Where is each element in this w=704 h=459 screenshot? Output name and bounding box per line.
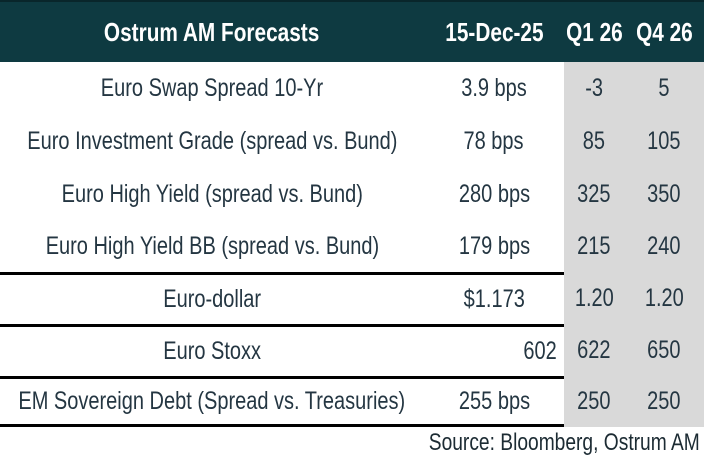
row-current-value-cell: 179 bps xyxy=(424,221,564,272)
row-forecast-q1: -3 xyxy=(585,74,603,102)
row-label: Euro-dollar xyxy=(163,285,261,313)
table-row: EM Sovereign Debt (Spread vs. Treasuries… xyxy=(0,376,704,427)
row-current-value-cell: 255 bps xyxy=(424,376,564,427)
row-forecast-q4: 1.20 xyxy=(644,283,684,312)
row-forecast-q4: 105 xyxy=(647,127,681,155)
row-current-value-cell: 78 bps xyxy=(424,115,564,168)
row-forecast-q4-cell: 5 xyxy=(624,62,704,115)
row-current-value: 3.9 bps xyxy=(461,74,527,102)
row-current-value: 179 bps xyxy=(458,232,530,260)
row-current-value: 602 xyxy=(523,337,557,365)
row-label: EM Sovereign Debt (Spread vs. Treasuries… xyxy=(18,387,406,415)
row-forecast-q1: 1.20 xyxy=(574,283,614,312)
table-row: Euro High Yield (spread vs. Bund) 280 bp… xyxy=(0,168,704,221)
column-header-date: 15-Dec-25 xyxy=(424,2,564,62)
row-label-cell: Euro Swap Spread 10-Yr xyxy=(0,62,424,115)
row-forecast-q1-cell: 325 xyxy=(564,168,624,221)
row-forecast-q4-cell: 1.20 xyxy=(624,272,704,324)
source-note: Source: Bloomberg, Ostrum AM xyxy=(428,429,700,456)
row-label-cell: Euro High Yield (spread vs. Bund) xyxy=(0,168,424,221)
row-forecast-q4-cell: 105 xyxy=(624,115,704,168)
row-forecast-q1-cell: 250 xyxy=(564,376,624,427)
row-label: Euro High Yield BB (spread vs. Bund) xyxy=(45,232,379,260)
row-forecast-q1-cell: 1.20 xyxy=(564,272,624,324)
row-forecast-q4: 5 xyxy=(658,74,670,102)
row-label: Euro High Yield (spread vs. Bund) xyxy=(61,180,363,208)
table-row: Euro-dollar $1.173 1.20 1.20 xyxy=(0,272,704,324)
row-forecast-q4: 650 xyxy=(647,335,681,364)
row-forecast-q1-cell: -3 xyxy=(564,62,624,115)
row-forecast-q1: 215 xyxy=(577,232,611,260)
row-label-cell: Euro Investment Grade (spread vs. Bund) xyxy=(0,115,424,168)
row-forecast-q1: 622 xyxy=(577,335,611,364)
row-forecast-q4: 250 xyxy=(647,387,681,415)
row-forecast-q4-cell: 250 xyxy=(624,376,704,427)
row-label-cell: Euro Stoxx xyxy=(0,324,424,376)
row-current-value-cell: 3.9 bps xyxy=(424,62,564,115)
row-forecast-q4: 240 xyxy=(647,232,681,260)
row-forecast-q1: 250 xyxy=(577,387,611,415)
row-current-value-cell: $1.173 xyxy=(424,272,564,324)
row-forecast-q1: 325 xyxy=(577,180,611,208)
row-forecast-q1-cell: 85 xyxy=(564,115,624,168)
row-current-value: 255 bps xyxy=(458,387,530,415)
row-current-value: $1.173 xyxy=(463,285,525,313)
table-title: Ostrum AM Forecasts xyxy=(104,16,320,47)
column-header-date-label: 15-Dec-25 xyxy=(444,16,544,47)
column-header-q4-label: Q4 26 xyxy=(635,16,693,47)
table-row: Euro Swap Spread 10-Yr 3.9 bps -3 5 xyxy=(0,62,704,115)
row-current-value: 78 bps xyxy=(463,127,525,155)
row-current-value-cell: 602 xyxy=(424,324,564,376)
table-header-row: Ostrum AM Forecasts 15-Dec-25 Q1 26 Q4 2… xyxy=(0,0,704,62)
row-forecast-q4: 350 xyxy=(647,180,681,208)
row-label: Euro Investment Grade (spread vs. Bund) xyxy=(26,127,398,155)
row-current-value-cell: 280 bps xyxy=(424,168,564,221)
table-header-title-cell: Ostrum AM Forecasts xyxy=(0,2,424,62)
column-header-q4: Q4 26 xyxy=(624,2,704,62)
row-label: Euro Stoxx xyxy=(163,337,261,365)
column-header-q1: Q1 26 xyxy=(564,2,624,62)
row-label-cell: EM Sovereign Debt (Spread vs. Treasuries… xyxy=(0,376,424,427)
row-label: Euro Swap Spread 10-Yr xyxy=(100,74,324,102)
column-header-q1-label: Q1 26 xyxy=(565,16,623,47)
row-forecast-q4-cell: 240 xyxy=(624,221,704,272)
table-row: Euro Investment Grade (spread vs. Bund) … xyxy=(0,115,704,168)
table-row: Euro Stoxx 602 622 650 xyxy=(0,324,704,376)
row-forecast-q4-cell: 650 xyxy=(624,324,704,376)
row-current-value: 280 bps xyxy=(458,180,530,208)
row-forecast-q1-cell: 622 xyxy=(564,324,624,376)
table-row: Euro High Yield BB (spread vs. Bund) 179… xyxy=(0,221,704,272)
row-forecast-q1-cell: 215 xyxy=(564,221,624,272)
source-note-row: Source: Bloomberg, Ostrum AM xyxy=(0,427,704,459)
row-label-cell: Euro-dollar xyxy=(0,272,424,324)
table-body: Euro Swap Spread 10-Yr 3.9 bps -3 5 Euro… xyxy=(0,62,704,427)
row-label-cell: Euro High Yield BB (spread vs. Bund) xyxy=(0,221,424,272)
row-forecast-q1: 85 xyxy=(582,127,606,155)
row-forecast-q4-cell: 350 xyxy=(624,168,704,221)
